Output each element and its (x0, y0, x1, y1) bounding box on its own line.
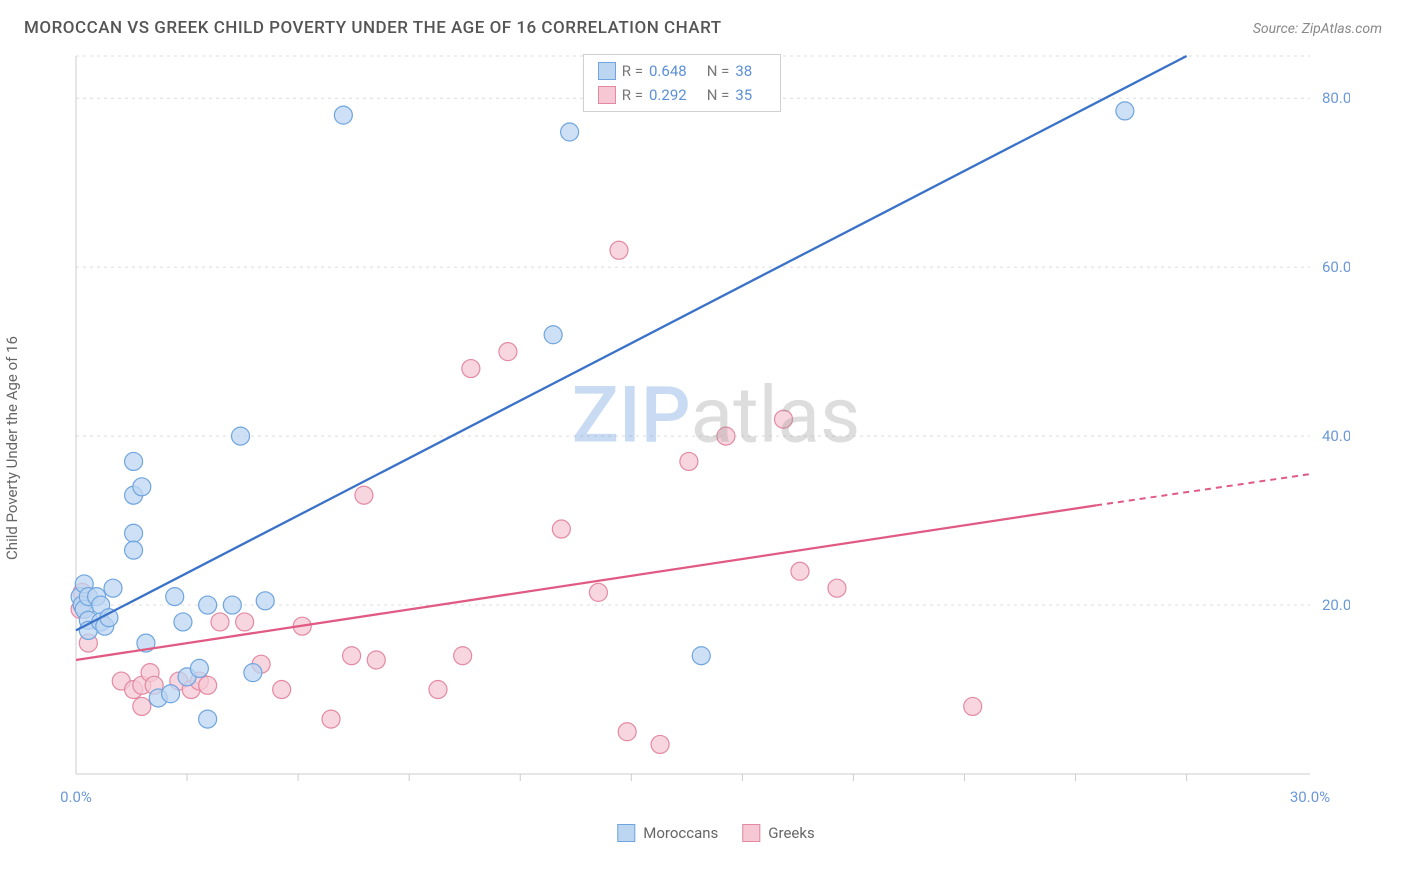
legend-swatch-moroccans (617, 824, 635, 842)
r-value-greeks: 0.292 (649, 86, 687, 104)
svg-text:40.0%: 40.0% (1322, 427, 1350, 445)
r-label: R = (622, 86, 643, 104)
n-label: N = (707, 62, 730, 80)
r-value-moroccans: 0.648 (649, 62, 687, 80)
chart-title: MOROCCAN VS GREEK CHILD POVERTY UNDER TH… (24, 18, 722, 38)
stats-row-greeks: R = 0.292 N = 35 (584, 83, 780, 107)
svg-text:20.0%: 20.0% (1322, 596, 1350, 614)
legend-label-moroccans: Moroccans (643, 824, 718, 842)
legend-item-moroccans: Moroccans (617, 824, 718, 842)
source-attribution: Source: ZipAtlas.com (1253, 21, 1382, 37)
correlation-stats-box: R = 0.648 N = 38 R = 0.292 N = 35 (583, 54, 781, 112)
legend-item-greeks: Greeks (742, 824, 814, 842)
chart-container: Child Poverty Under the Age of 16 20.0%4… (50, 48, 1382, 848)
scatter-chart: 20.0% 40.0% 60.0% 80.0% 0.0% 30.0% (50, 48, 1350, 808)
n-value-greeks: 35 (735, 86, 752, 104)
n-value-moroccans: 38 (735, 62, 752, 80)
stats-row-moroccans: R = 0.648 N = 38 (584, 59, 780, 83)
swatch-moroccans (598, 62, 616, 80)
legend-label-greeks: Greeks (768, 824, 814, 842)
legend-swatch-greeks (742, 824, 760, 842)
svg-text:0.0%: 0.0% (60, 788, 92, 806)
legend: Moroccans Greeks (617, 824, 814, 842)
r-label: R = (622, 62, 643, 80)
svg-text:60.0%: 60.0% (1322, 258, 1350, 276)
swatch-greeks (598, 86, 616, 104)
svg-text:80.0%: 80.0% (1322, 89, 1350, 107)
n-label: N = (707, 86, 730, 104)
svg-text:30.0%: 30.0% (1290, 788, 1330, 806)
y-axis-label: Child Poverty Under the Age of 16 (3, 336, 21, 560)
